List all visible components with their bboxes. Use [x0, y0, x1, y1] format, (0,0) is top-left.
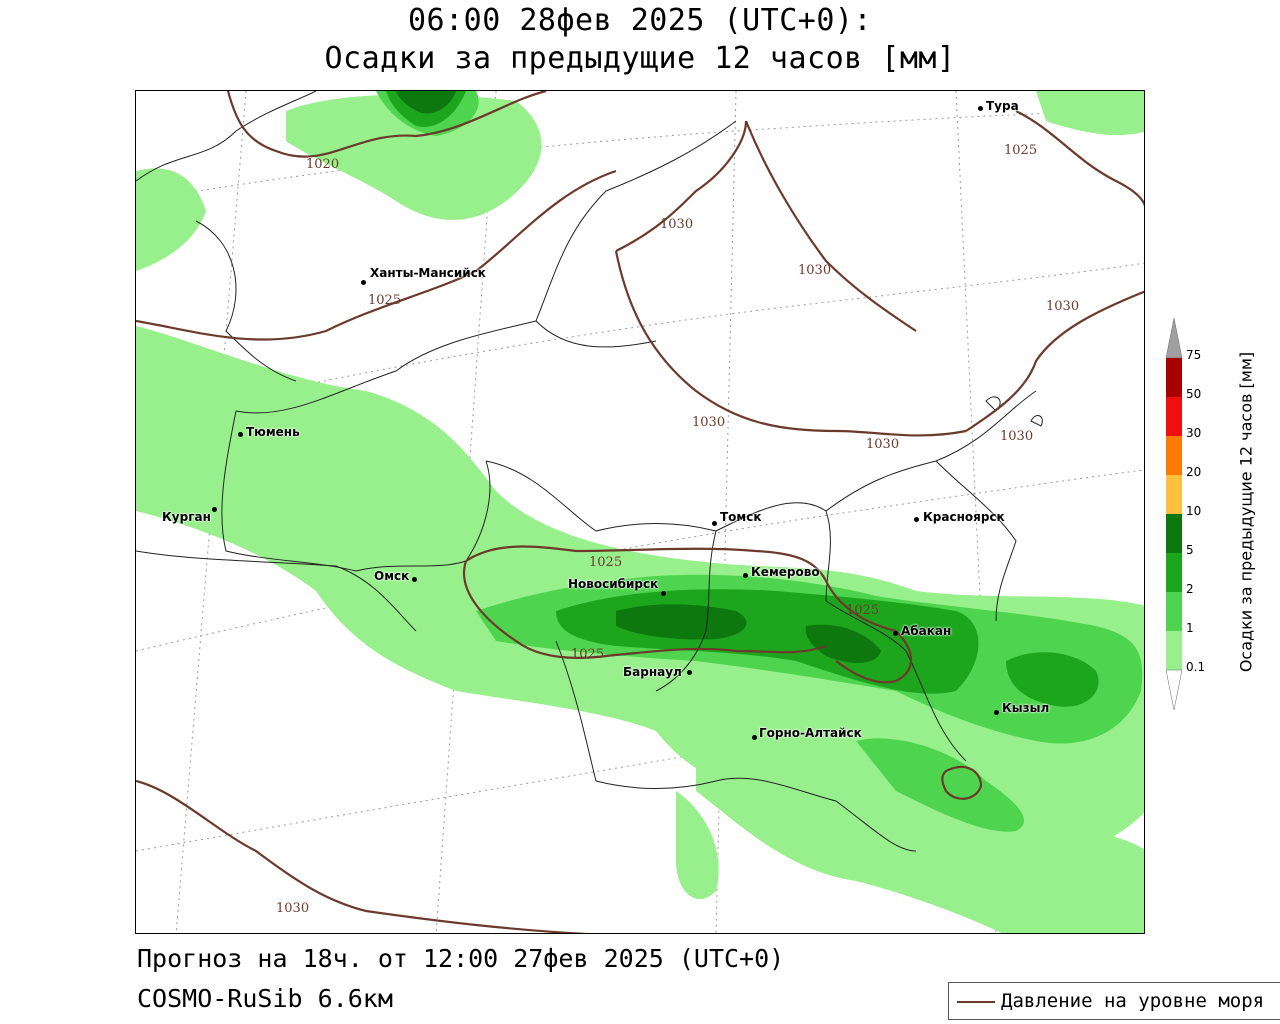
isobar-label: 1025 [1004, 143, 1038, 158]
city-dot [361, 280, 366, 285]
map-title-time: 06:00 28фев 2025 (UTC+0): [407, 3, 873, 38]
city-dot [994, 710, 999, 715]
pressure-legend: Давление на уровне моря [948, 982, 1280, 1020]
city-label-kemerovo: Кемерово [751, 565, 820, 579]
colorbar-tick-label: 50 [1186, 387, 1202, 401]
colorbar-tick-label: 0.1 [1186, 660, 1206, 674]
city-dot [212, 507, 217, 512]
city-dot [752, 735, 757, 740]
city-dot [412, 577, 417, 582]
city-label-barnaul: Барнаул [623, 665, 682, 679]
isobar-label: 1030 [1000, 429, 1034, 444]
colorbar-bin-5 [1166, 553, 1182, 592]
city-label-kyzyl: Кызыл [1002, 701, 1050, 715]
isobar-label: 1025 [589, 555, 623, 570]
city-label-tyumen: Тюмень [246, 425, 300, 439]
map-title-variable: Осадки за предыдущие 12 часов [мм] [324, 41, 956, 76]
city-label-krasnoyarsk: Красноярск [923, 510, 1005, 524]
isobar-label: 1030 [1046, 299, 1080, 314]
city-dot [687, 670, 692, 675]
colorbar-cap-bottom [1166, 669, 1182, 710]
admin-borders [136, 91, 1037, 852]
colorbar-cap-top [1166, 318, 1182, 359]
isobar-label: 1030 [798, 263, 832, 278]
city-label-tomsk: Томск [720, 510, 762, 524]
city-dot [978, 106, 983, 111]
colorbar-bin-75 [1166, 358, 1182, 397]
forecast-info: Прогноз на 18ч. от 12:00 27фев 2025 (UTC… [137, 944, 785, 973]
isobar-label: 1025 [846, 603, 880, 618]
city-label-gorno-altaysk: Горно-Алтайск [759, 726, 862, 740]
precipitation-map: 1020 1025 1030 1025 1030 1030 1030 1030 … [135, 90, 1145, 934]
precip-very-heavy [396, 91, 881, 663]
isobars [136, 91, 1144, 933]
city-label-omsk: Омск [374, 569, 410, 583]
isobar-label: 1030 [692, 415, 726, 430]
city-dot [238, 432, 243, 437]
colorbar-tick-label: 75 [1186, 348, 1202, 362]
city-label-tura: Тура [986, 99, 1019, 113]
city-label-abakan: Абакан [901, 624, 952, 638]
city-dot [661, 591, 666, 596]
city-label-khanty-mansiysk: Ханты-Мансийск [370, 266, 486, 280]
pressure-legend-line [957, 1001, 995, 1003]
pressure-legend-label: Давление на уровне моря [1001, 990, 1265, 1012]
isobar-label: 1030 [660, 217, 694, 232]
colorbar-tick-label: 30 [1186, 426, 1202, 440]
colorbar-tick-label: 20 [1186, 465, 1202, 479]
city-dot [914, 517, 919, 522]
city-dot [712, 521, 717, 526]
colorbar-tick-label: 2 [1186, 582, 1194, 596]
colorbar-bin-1 [1166, 631, 1182, 670]
isobar-label: 1030 [276, 901, 310, 916]
city-dot [893, 631, 898, 636]
colorbar-bin-30 [1166, 436, 1182, 475]
model-name: COSMO-RuSib 6.6км [137, 984, 393, 1013]
isobar-label: 1025 [571, 647, 605, 662]
colorbar-bin-2 [1166, 592, 1182, 631]
city-label-novosibirsk: Новосибирск [568, 577, 659, 591]
city-label-kurgan: Курган [162, 510, 211, 524]
city-dot [743, 573, 748, 578]
colorbar-tick-label: 10 [1186, 504, 1202, 518]
precip-colorbar [1166, 318, 1182, 710]
colorbar-bin-20 [1166, 475, 1182, 514]
colorbar-bin-10 [1166, 514, 1182, 553]
isobar-label: 1030 [866, 437, 900, 452]
colorbar-bin-50 [1166, 397, 1182, 436]
colorbar-tick-label: 5 [1186, 543, 1194, 557]
colorbar-tick-label: 1 [1186, 621, 1194, 635]
map-canvas [136, 91, 1144, 933]
isobar-label: 1020 [306, 157, 340, 172]
colorbar-title: Осадки за предыдущие 12 часов [мм] [1236, 351, 1256, 673]
isobar-label: 1025 [368, 293, 402, 308]
